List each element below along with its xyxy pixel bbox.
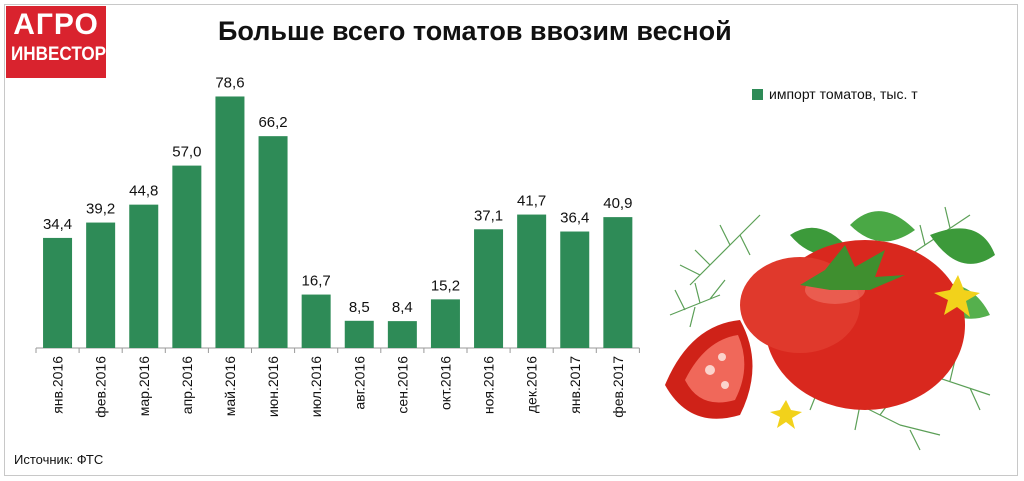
data-label: 41,7 [517, 193, 546, 210]
legend-label: импорт томатов, тыс. т [769, 86, 918, 102]
data-label: 39,2 [86, 201, 115, 218]
bar-июл.2016 [301, 294, 331, 348]
legend: импорт томатов, тыс. т [752, 86, 918, 102]
data-label: 37,1 [474, 207, 503, 224]
source-note: Источник: ФТС [14, 452, 104, 467]
data-label: 44,8 [129, 183, 158, 200]
agroinvestor-logo: АГРО ИНВЕСТОР [6, 6, 106, 78]
x-tick-label: апр.2016 [179, 356, 195, 414]
bar-фев.2016 [86, 222, 116, 348]
x-tick-label: июл.2016 [308, 356, 324, 417]
data-label: 40,9 [603, 195, 632, 212]
data-label: 16,7 [302, 273, 331, 290]
bar-янв.2016 [43, 237, 73, 348]
logo-line-1: АГРО [13, 8, 99, 41]
legend-swatch [752, 88, 763, 100]
bar-май.2016 [215, 96, 245, 348]
bar-авг.2016 [344, 320, 374, 348]
x-tick-label: окт.2016 [437, 356, 453, 410]
x-tick-label: янв.2016 [50, 356, 66, 414]
x-tick-label: сен.2016 [394, 356, 410, 414]
data-label: 8,5 [349, 299, 370, 316]
bar-июн.2016 [258, 136, 288, 348]
x-tick-label: фев.2016 [93, 356, 109, 418]
data-label: 15,2 [431, 277, 460, 294]
data-label: 57,0 [172, 144, 201, 161]
data-label: 78,6 [215, 74, 244, 91]
bar-фев.2017 [603, 217, 633, 348]
data-label: 34,4 [43, 216, 72, 233]
x-tick-label: ноя.2016 [481, 356, 497, 414]
chart-title: Больше всего томатов ввозим весной [218, 16, 732, 46]
tomatoes-illustration [665, 206, 995, 451]
data-label: 8,4 [392, 299, 413, 316]
x-tick-label: фев.2017 [610, 356, 626, 418]
bar-сен.2016 [387, 321, 417, 348]
bar-дек.2016 [517, 214, 547, 348]
data-label: 36,4 [560, 210, 589, 227]
x-tick-label: мар.2016 [136, 356, 152, 416]
logo-line-2: ИНВЕСТОР [11, 44, 107, 65]
bar-янв.2017 [560, 231, 590, 348]
x-tick-label: май.2016 [222, 356, 238, 416]
x-tick-label: авг.2016 [351, 356, 367, 410]
x-tick-label: июн.2016 [265, 356, 281, 417]
chart-frame [4, 4, 1018, 476]
bar-апр.2016 [172, 165, 202, 348]
data-label: 66,2 [258, 114, 287, 131]
bar-ноя.2016 [474, 229, 504, 348]
bar-окт.2016 [430, 299, 460, 348]
x-tick-label: дек.2016 [524, 356, 540, 413]
x-tick-label: янв.2017 [567, 356, 583, 414]
bar-мар.2016 [129, 204, 159, 348]
